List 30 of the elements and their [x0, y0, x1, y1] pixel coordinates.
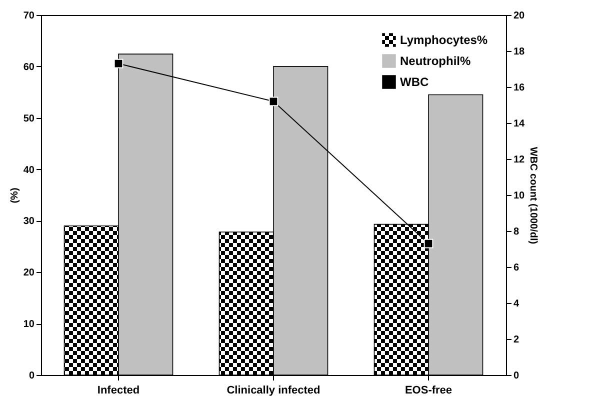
y-axis-title: (%) — [9, 188, 20, 204]
y-tick-label: 60 — [23, 62, 35, 73]
point — [114, 58, 124, 68]
y2-tick-label: 14 — [514, 118, 526, 130]
y-tick-label: 40 — [23, 164, 35, 176]
y-tick-label: 70 — [23, 10, 35, 22]
x-tick-label: EOS-free — [404, 384, 452, 396]
y2-tick-label: 8 — [514, 226, 520, 238]
x-tick-label: Infected — [97, 384, 140, 396]
legend-label: Neutrophil% — [400, 54, 471, 68]
point — [268, 96, 278, 106]
y-tick-label: 0 — [28, 370, 35, 382]
y-tick-label: 30 — [23, 216, 35, 228]
legend-label: WBC — [400, 75, 429, 89]
legend-label: Lymphocytes% — [400, 33, 488, 47]
x-tick-label: Clinically infected — [226, 384, 320, 396]
y-tick-label: 20 — [23, 268, 35, 279]
y2-tick-label: 16 — [514, 82, 526, 94]
y2-tick-label: 20 — [514, 10, 526, 22]
point — [424, 238, 434, 248]
y2-axis-title: WBC count (1000/dl) — [528, 146, 539, 244]
y2-tick-label: 0 — [514, 370, 520, 382]
y-tick-label: 50 — [23, 113, 35, 124]
y2-tick-label: 18 — [514, 46, 526, 58]
y2-tick-label: 12 — [514, 154, 526, 166]
y2-tick-label: 2 — [514, 334, 520, 346]
y2-tick-label: 6 — [514, 262, 520, 274]
y2-tick-label: 10 — [514, 190, 526, 202]
y2-tick-label: 4 — [514, 298, 520, 310]
y-tick-label: 10 — [23, 319, 35, 330]
